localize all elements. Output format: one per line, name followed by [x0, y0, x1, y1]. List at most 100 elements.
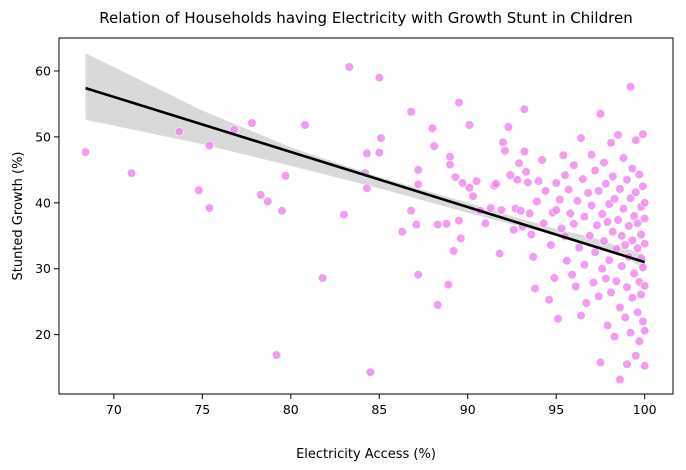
data-point: [615, 374, 625, 385]
data-point: [606, 138, 616, 148]
data-point: [523, 177, 533, 187]
data-point: [622, 359, 632, 369]
data-point: [80, 147, 91, 157]
data-point: [572, 196, 583, 206]
data-point: [555, 194, 565, 205]
data-point: [634, 169, 645, 180]
data-point: [194, 185, 204, 195]
data-point: [588, 278, 599, 288]
data-point: [277, 206, 287, 216]
y-tick-label: 60: [35, 63, 51, 78]
data-point: [627, 235, 637, 245]
data-point: [636, 229, 646, 240]
data-point: [604, 255, 614, 265]
data-point: [569, 219, 579, 229]
x-tick-label: 80: [283, 402, 299, 417]
y-axis-label: Stunted Growth (%): [11, 152, 26, 281]
x-tick-label: 100: [633, 402, 657, 417]
data-point: [456, 233, 466, 243]
data-point: [433, 220, 443, 230]
data-point: [608, 227, 618, 237]
data-point: [454, 216, 464, 226]
data-point: [256, 190, 266, 200]
data-point: [640, 198, 650, 208]
data-point: [496, 205, 507, 215]
data-point: [263, 196, 273, 207]
data-point: [615, 184, 625, 194]
data-point: [571, 281, 581, 292]
y-tick-label: 30: [35, 261, 51, 276]
data-point: [586, 150, 597, 160]
data-point: [565, 208, 576, 218]
data-point: [640, 214, 650, 224]
data-point: [625, 82, 636, 92]
data-point: [365, 367, 376, 377]
data-point: [636, 289, 646, 300]
y-tick-label: 50: [35, 129, 51, 144]
confidence-band: [85, 53, 645, 270]
data-point: [606, 287, 616, 298]
data-point: [516, 206, 526, 216]
data-point: [553, 314, 563, 324]
data-point: [546, 240, 556, 250]
data-point: [528, 252, 538, 262]
data-point: [491, 179, 501, 189]
data-point: [631, 187, 641, 197]
data-point: [574, 243, 584, 253]
data-point: [532, 196, 542, 207]
data-point: [613, 215, 623, 225]
data-point: [590, 165, 600, 176]
data-point: [413, 270, 423, 280]
data-point: [397, 227, 407, 237]
data-point: [576, 133, 586, 143]
data-point: [618, 204, 629, 214]
data-point: [376, 133, 386, 143]
data-point: [445, 152, 455, 162]
data-point: [472, 176, 482, 186]
data-point: [441, 219, 452, 229]
data-point: [624, 221, 634, 231]
data-point: [622, 282, 632, 292]
data-point: [427, 123, 438, 133]
data-point: [640, 361, 650, 371]
data-point: [609, 332, 620, 342]
data-point: [362, 183, 372, 193]
data-point: [449, 246, 459, 256]
data-point: [631, 135, 641, 145]
data-point: [530, 283, 540, 294]
data-point: [627, 293, 637, 303]
data-point: [601, 274, 611, 284]
data-point: [300, 120, 310, 130]
x-tick-label: 70: [106, 402, 122, 417]
data-point: [611, 276, 622, 286]
data-point: [595, 357, 606, 368]
data-point: [539, 218, 549, 228]
data-point: [413, 179, 423, 189]
data-point: [594, 291, 604, 302]
data-point: [602, 320, 613, 331]
data-point: [631, 351, 641, 361]
data-point: [344, 62, 354, 72]
data-point: [560, 170, 570, 180]
data-point: [464, 120, 475, 130]
data-point: [486, 203, 496, 213]
data-point: [411, 220, 422, 230]
data-point: [608, 171, 618, 181]
data-point: [533, 176, 544, 186]
data-point: [339, 210, 349, 220]
data-point: [638, 316, 648, 327]
x-tick-label: 90: [460, 402, 476, 417]
data-point: [498, 137, 508, 147]
data-point: [362, 148, 372, 158]
data-point: [586, 200, 597, 211]
data-point: [567, 270, 577, 280]
data-point: [505, 170, 515, 180]
data-point: [595, 109, 606, 119]
data-point: [620, 312, 630, 323]
data-point: [544, 295, 554, 305]
data-point: [280, 171, 291, 181]
data-point: [549, 273, 560, 283]
data-point: [617, 261, 627, 271]
data-point: [374, 72, 384, 83]
data-point: [579, 260, 590, 270]
